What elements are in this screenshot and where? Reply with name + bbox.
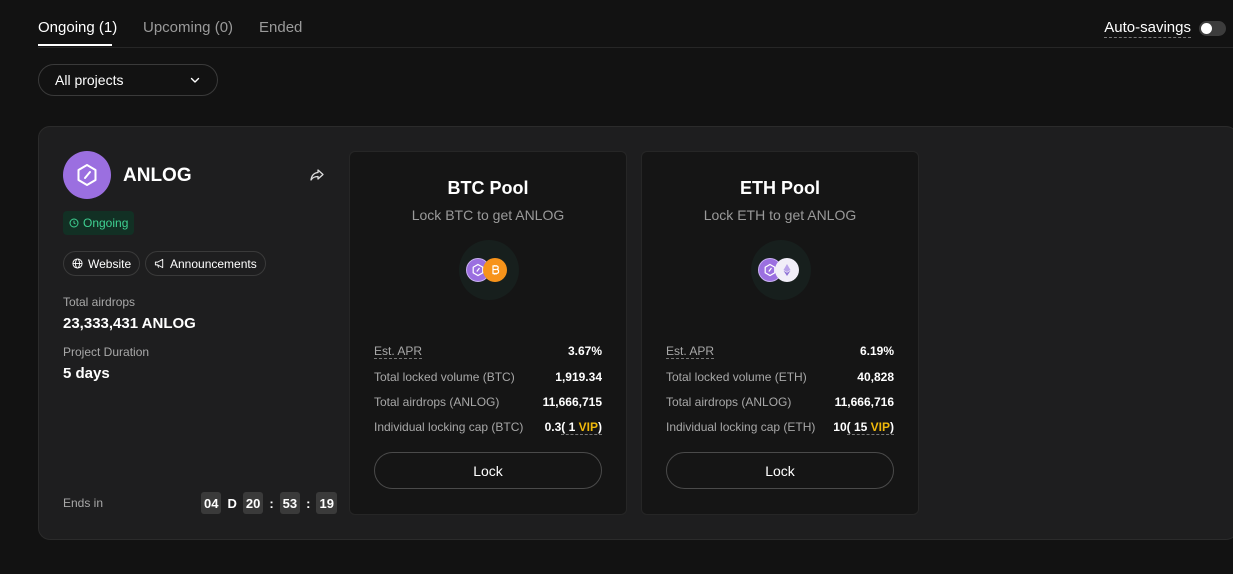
project-card: ANLOG Ongoing Website Announcements Tota… — [38, 126, 1233, 540]
website-label: Website — [88, 256, 132, 271]
eth-pool-card: ETH Pool Lock ETH to get ANLOG Est. APR … — [641, 151, 919, 515]
share-icon[interactable] — [309, 167, 325, 183]
pool-coin-pair — [459, 240, 519, 300]
tab-upcoming[interactable]: Upcoming (0) — [143, 19, 234, 36]
locked-volume-row: Total locked volume (BTC) 1,919.34 — [374, 370, 602, 384]
vip-cap-open: ( 1 — [561, 420, 576, 434]
est-apr-label[interactable]: Est. APR — [374, 344, 423, 359]
project-filter-value: All projects — [55, 72, 124, 88]
locking-cap-row: Individual locking cap (ETH) 10( 15 VIP) — [666, 420, 894, 435]
locking-cap-value: 0.3( 1 VIP) — [544, 420, 602, 435]
status-badge: Ongoing — [63, 211, 135, 235]
pool-airdrops-label: Total airdrops (ANLOG) — [374, 395, 500, 409]
project-avatar — [63, 151, 111, 199]
total-airdrops-label: Total airdrops — [63, 295, 136, 309]
ends-in-label: Ends in — [63, 496, 104, 510]
pool-airdrops-label: Total airdrops (ANLOG) — [666, 395, 792, 409]
locked-volume-value: 1,919.34 — [555, 370, 602, 384]
locked-volume-label: Total locked volume (ETH) — [666, 370, 807, 384]
tab-ended[interactable]: Ended — [259, 19, 303, 36]
countdown-seconds: 19 — [316, 492, 337, 514]
cap-amount: 0.3 — [544, 420, 562, 434]
vip-cap[interactable]: ( 15 VIP) — [846, 420, 894, 435]
est-apr-value: 3.67% — [567, 344, 602, 358]
tab-ongoing[interactable]: Ongoing (1) — [38, 19, 118, 36]
megaphone-icon — [154, 258, 164, 269]
pool-airdrops-value: 11,666,716 — [834, 395, 894, 409]
active-tab-indicator — [38, 44, 112, 46]
locking-cap-value: 10( 15 VIP) — [833, 420, 894, 435]
auto-savings: Auto-savings — [1104, 19, 1226, 38]
project-duration-value: 5 days — [63, 365, 110, 382]
locked-volume-label: Total locked volume (BTC) — [374, 370, 515, 384]
anlog-logo-icon — [77, 164, 97, 186]
lock-button[interactable]: Lock — [374, 452, 602, 489]
countdown-minutes: 53 — [279, 492, 301, 514]
announcements-label: Announcements — [170, 256, 257, 271]
bitcoin-icon — [483, 258, 507, 282]
vip-cap-close: ) — [890, 420, 894, 434]
cap-amount: 10 — [833, 420, 847, 434]
pool-subtitle: Lock ETH to get ANLOG — [703, 207, 857, 223]
project-name: ANLOG — [123, 165, 192, 186]
globe-icon — [72, 258, 83, 269]
total-airdrops-value: 23,333,431 ANLOG — [63, 315, 196, 332]
project-filter-select[interactable]: All projects — [38, 64, 218, 96]
countdown-separator: : — [306, 495, 311, 511]
est-apr-label[interactable]: Est. APR — [666, 344, 715, 359]
vip-tag: VIP — [870, 420, 890, 434]
countdown-days: 04 — [201, 492, 222, 514]
vip-tag: VIP — [578, 420, 598, 434]
locking-cap-label: Individual locking cap (BTC) — [374, 420, 524, 434]
btc-pool-card: BTC Pool Lock BTC to get ANLOG Est. APR … — [349, 151, 627, 515]
toggle-knob — [1201, 23, 1212, 34]
pool-coin-pair — [751, 240, 811, 300]
vip-cap[interactable]: ( 1 VIP) — [561, 420, 602, 435]
locked-volume-row: Total locked volume (ETH) 40,828 — [666, 370, 894, 384]
auto-savings-label: Auto-savings — [1104, 19, 1191, 38]
vip-cap-open: ( 15 — [846, 420, 868, 434]
auto-savings-toggle[interactable] — [1199, 21, 1226, 36]
pool-airdrops-value: 11,666,715 — [542, 395, 602, 409]
countdown-day-unit: D — [227, 495, 237, 511]
website-button[interactable]: Website — [63, 251, 141, 276]
status-text: Ongoing — [83, 216, 129, 230]
est-apr-row: Est. APR 6.19% — [666, 344, 894, 359]
project-duration-label: Project Duration — [63, 345, 150, 359]
locked-volume-value: 40,828 — [857, 370, 894, 384]
clock-icon — [69, 218, 79, 228]
pool-title: ETH Pool — [740, 178, 820, 198]
lock-button[interactable]: Lock — [666, 452, 894, 489]
announcements-button[interactable]: Announcements — [145, 251, 266, 276]
est-apr-row: Est. APR 3.67% — [374, 344, 602, 359]
countdown-separator: : — [269, 495, 274, 511]
pool-airdrops-row: Total airdrops (ANLOG) 11,666,716 — [666, 395, 894, 409]
pool-airdrops-row: Total airdrops (ANLOG) 11,666,715 — [374, 395, 602, 409]
pool-subtitle: Lock BTC to get ANLOG — [411, 207, 565, 223]
pool-title: BTC Pool — [447, 178, 529, 198]
locking-cap-row: Individual locking cap (BTC) 0.3( 1 VIP) — [374, 420, 602, 435]
status-tabs: Ongoing (1) Upcoming (0) Ended Auto-savi… — [38, 0, 1233, 48]
countdown-hours: 20 — [242, 492, 264, 514]
locking-cap-label: Individual locking cap (ETH) — [666, 420, 816, 434]
est-apr-value: 6.19% — [859, 344, 894, 358]
chevron-down-icon — [190, 77, 200, 83]
vip-cap-close: ) — [598, 420, 602, 434]
ethereum-icon — [775, 258, 799, 282]
countdown-timer: 04 D 20 : 53 : 19 — [201, 492, 337, 514]
